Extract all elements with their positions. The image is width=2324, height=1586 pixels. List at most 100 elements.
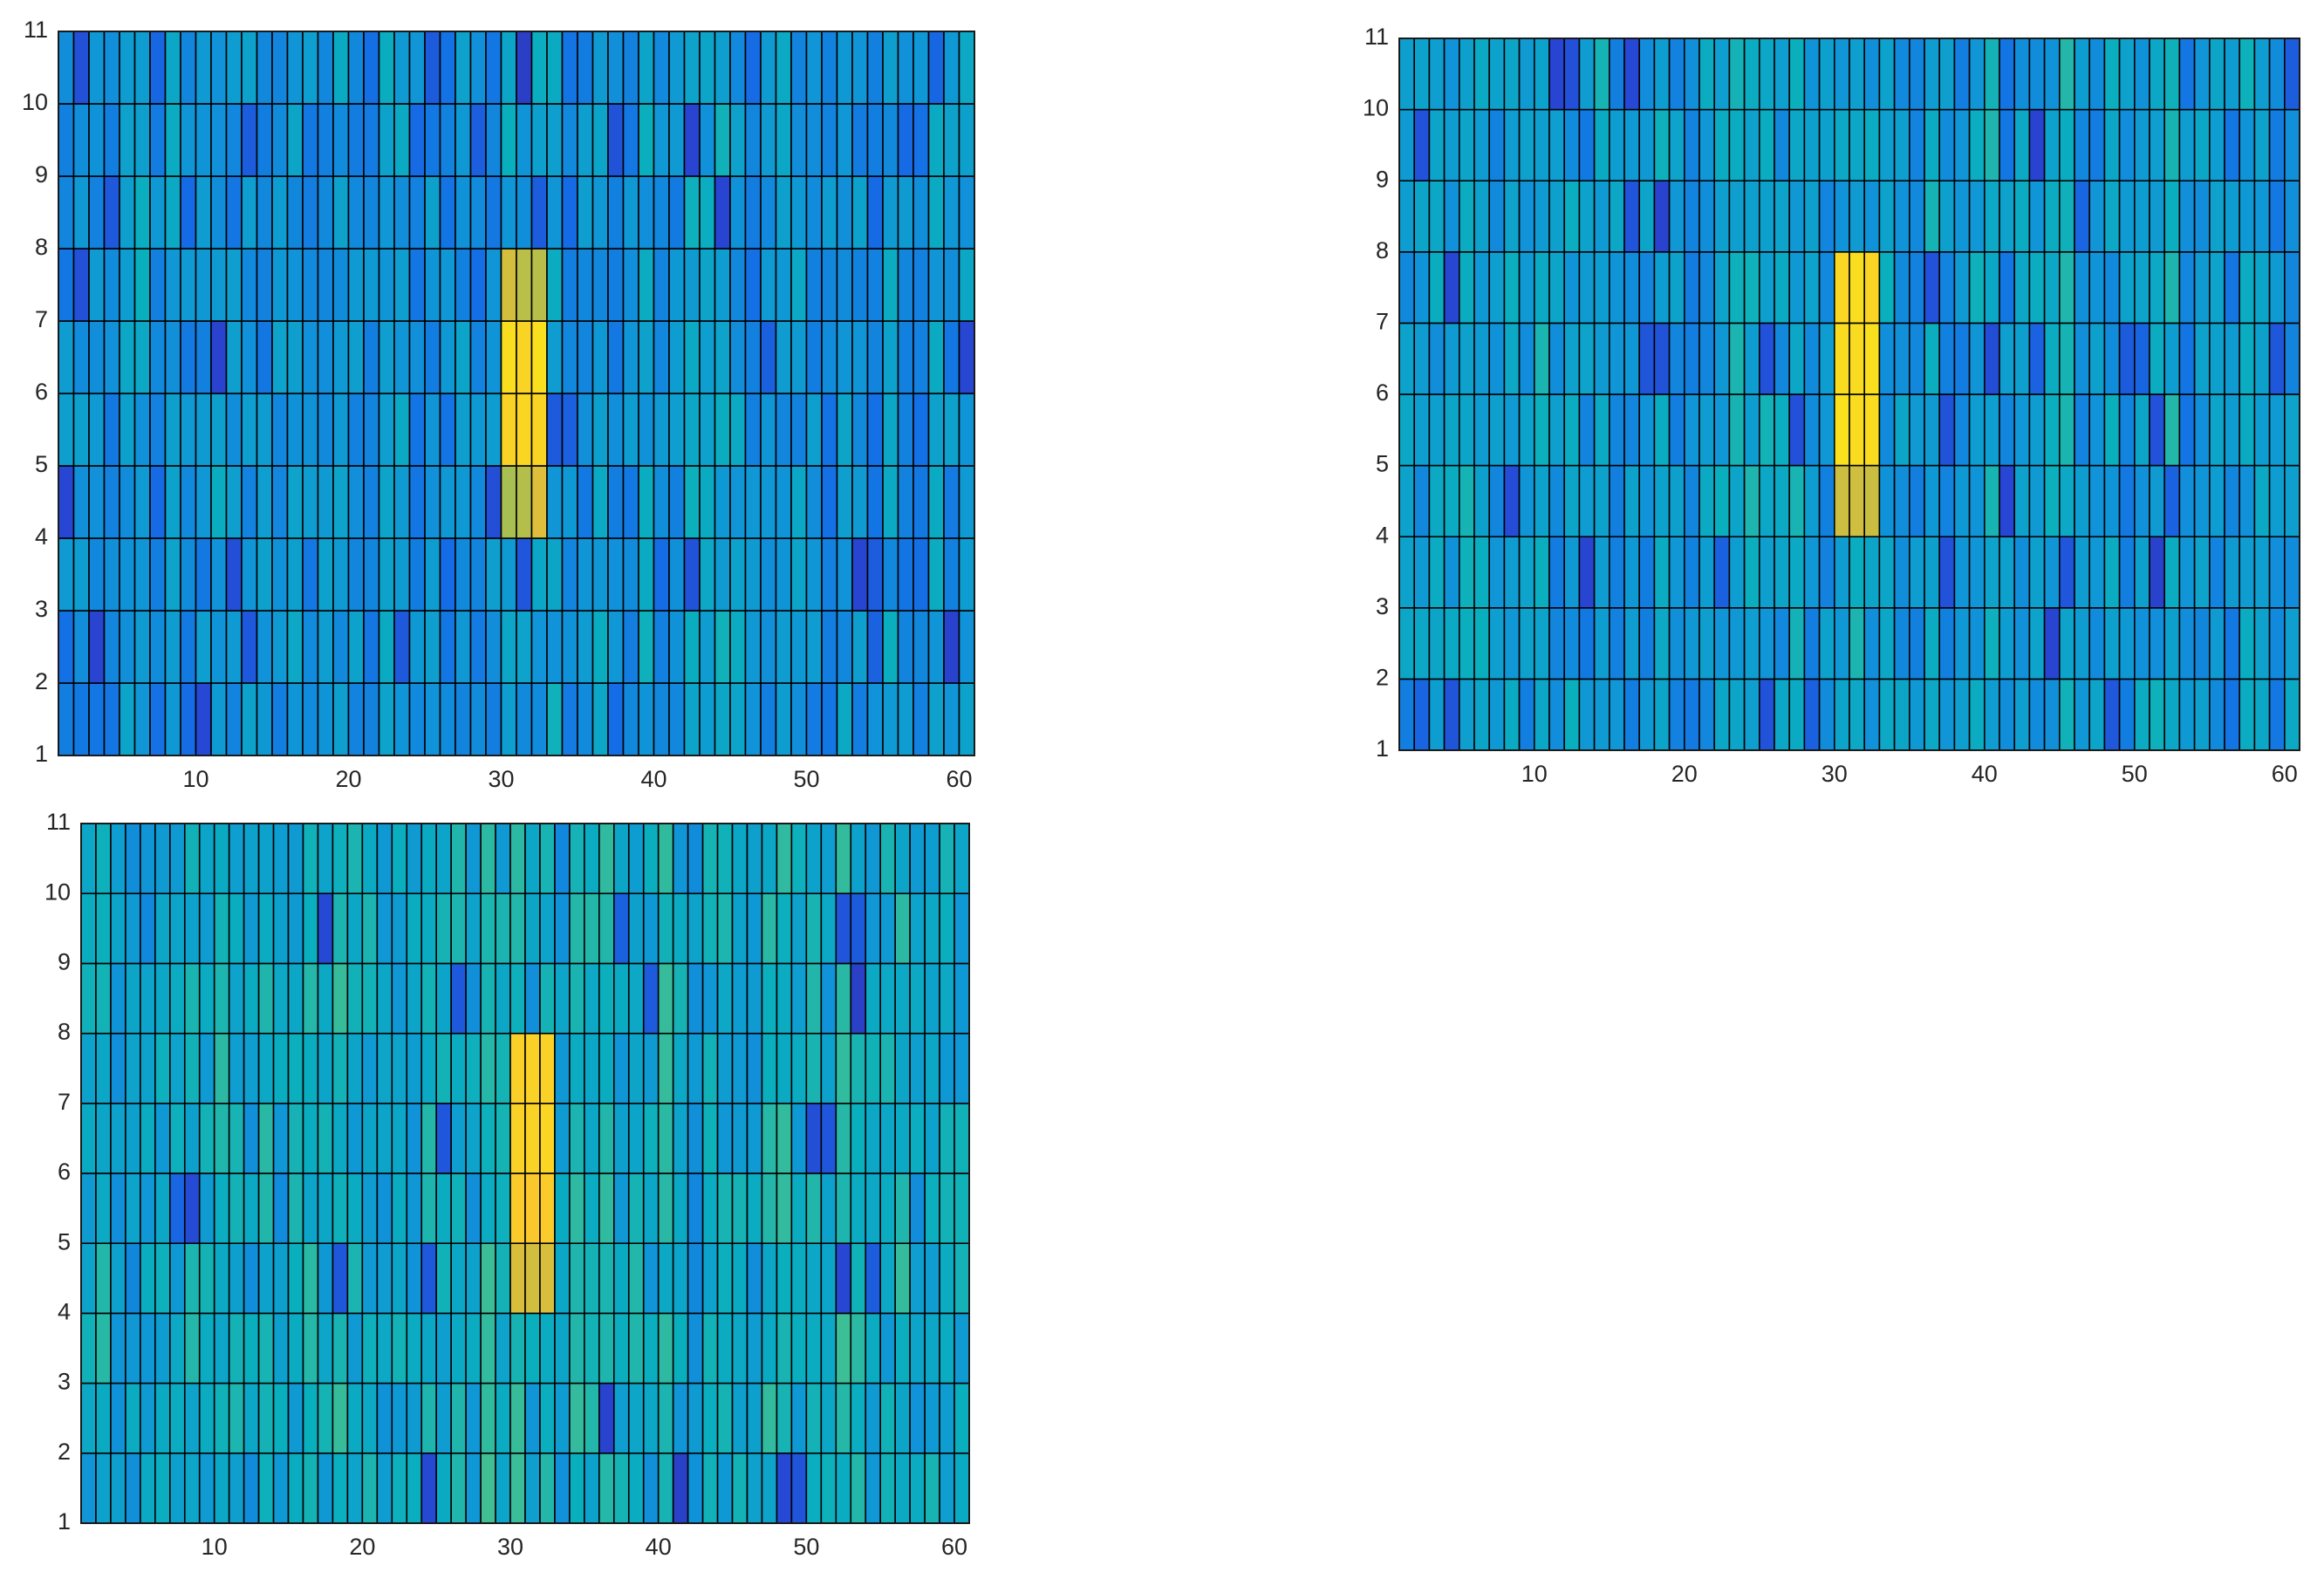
heatmap-cell: [546, 103, 564, 177]
heatmap-cell: [1834, 250, 1850, 325]
heatmap-cell: [2253, 108, 2271, 181]
heatmap-cell: [638, 320, 655, 394]
heatmap-cell: [668, 682, 686, 756]
heatmap-cell: [524, 962, 541, 1035]
heatmap-cell: [1503, 393, 1521, 467]
heatmap-cell: [924, 962, 940, 1035]
heatmap-cell: [406, 1032, 423, 1104]
heatmap-cell: [1443, 250, 1460, 325]
heatmap-cell: [485, 248, 502, 322]
heatmap-cell: [760, 537, 777, 612]
heatmap-cell: [210, 320, 228, 394]
heatmap-cell: [302, 682, 319, 756]
heatmap-cell: [598, 823, 615, 894]
heatmap-cell: [439, 610, 456, 684]
heatmap-cell: [110, 1103, 126, 1174]
heatmap-cell: [154, 1242, 171, 1315]
heatmap-cell: [1653, 322, 1671, 395]
heatmap-cell: [1834, 38, 1850, 111]
y-tick-label: 7: [1376, 309, 1389, 335]
heatmap-cell: [2028, 38, 2046, 111]
heatmap-cell: [1623, 250, 1641, 325]
heatmap-cell: [2268, 393, 2286, 467]
heatmap-cell: [2193, 322, 2211, 395]
heatmap-cell: [1413, 678, 1431, 751]
heatmap-cell: [287, 1172, 304, 1244]
heatmap-cell: [729, 320, 747, 394]
heatmap-cell: [2013, 38, 2031, 111]
heatmap-cell: [1578, 536, 1596, 609]
heatmap-cell: [584, 892, 600, 965]
heatmap-cell: [530, 682, 548, 756]
x-tick-label: 20: [349, 1534, 375, 1560]
heatmap-cell: [286, 31, 304, 105]
heatmap-cell: [103, 465, 120, 539]
heatmap-cell: [716, 1103, 734, 1174]
heatmap-cell: [2149, 108, 2166, 181]
heatmap-cell: [2284, 108, 2300, 181]
heatmap-cell: [865, 823, 881, 894]
heatmap-cell: [561, 175, 578, 250]
heatmap-cell: [1938, 38, 1956, 111]
heatmap-cell: [198, 823, 215, 894]
heatmap-cell: [154, 1103, 171, 1174]
heatmap-cell: [539, 1382, 556, 1454]
heatmap-cell: [820, 962, 837, 1035]
heatmap-cell: [790, 248, 808, 322]
heatmap-cell: [879, 1242, 896, 1315]
heatmap-cell: [1563, 393, 1581, 467]
heatmap-cell: [1503, 606, 1521, 680]
heatmap-cell: [714, 682, 731, 756]
heatmap-cell: [317, 175, 334, 250]
heatmap-cell: [1653, 393, 1671, 467]
x-tick-label: 40: [1972, 761, 1998, 787]
heatmap-cell: [420, 892, 438, 965]
heatmap-cell: [1834, 322, 1850, 395]
heatmap-cell: [939, 1032, 955, 1104]
heatmap-cell: [699, 393, 716, 467]
heatmap-cell: [954, 892, 970, 965]
heatmap-cell: [622, 610, 639, 684]
heatmap-cell: [133, 465, 151, 539]
heatmap-cell: [243, 1312, 260, 1384]
heatmap-cell: [790, 892, 808, 965]
heatmap-cell: [805, 1382, 823, 1454]
heatmap-cell: [198, 1312, 215, 1384]
heatmap-cell: [731, 1453, 748, 1524]
heatmap-cell: [1428, 536, 1446, 609]
heatmap-cell: [2178, 108, 2196, 181]
heatmap-cell: [302, 393, 319, 467]
heatmap-cell: [539, 823, 556, 894]
heatmap-cell: [569, 962, 585, 1035]
heatmap-cell: [2074, 250, 2091, 325]
heatmap-cell: [2178, 322, 2196, 395]
heatmap-cell: [687, 1382, 704, 1454]
heatmap-cell: [1503, 536, 1521, 609]
heatmap-cell: [865, 1032, 881, 1104]
heatmap-cell: [1834, 108, 1850, 181]
heatmap-cell: [851, 537, 869, 612]
heatmap-cell: [424, 682, 441, 756]
heatmap-cell: [516, 537, 533, 612]
heatmap-cell: [805, 393, 823, 467]
heatmap-cell: [683, 393, 701, 467]
heatmap-cell: [790, 103, 808, 177]
heatmap-cell: [424, 320, 441, 394]
heatmap-cell: [714, 320, 731, 394]
y-tick-label: 11: [1364, 24, 1389, 50]
heatmap-cell: [866, 248, 884, 322]
heatmap-cell: [455, 248, 472, 322]
heatmap-cell: [332, 1032, 349, 1104]
heatmap-cell: [228, 1103, 245, 1174]
heatmap-cell: [790, 1103, 808, 1174]
heatmap-cell: [406, 1172, 423, 1244]
heatmap-cell: [687, 1032, 704, 1104]
heatmap-cell: [317, 320, 334, 394]
heatmap-cell: [638, 682, 655, 756]
heatmap-cell: [361, 1032, 379, 1104]
heatmap-cell: [154, 892, 171, 965]
heatmap-cell: [1924, 250, 1941, 325]
heatmap-cell: [1788, 393, 1806, 467]
heatmap-cell: [363, 682, 380, 756]
heatmap-cell: [1473, 678, 1491, 751]
